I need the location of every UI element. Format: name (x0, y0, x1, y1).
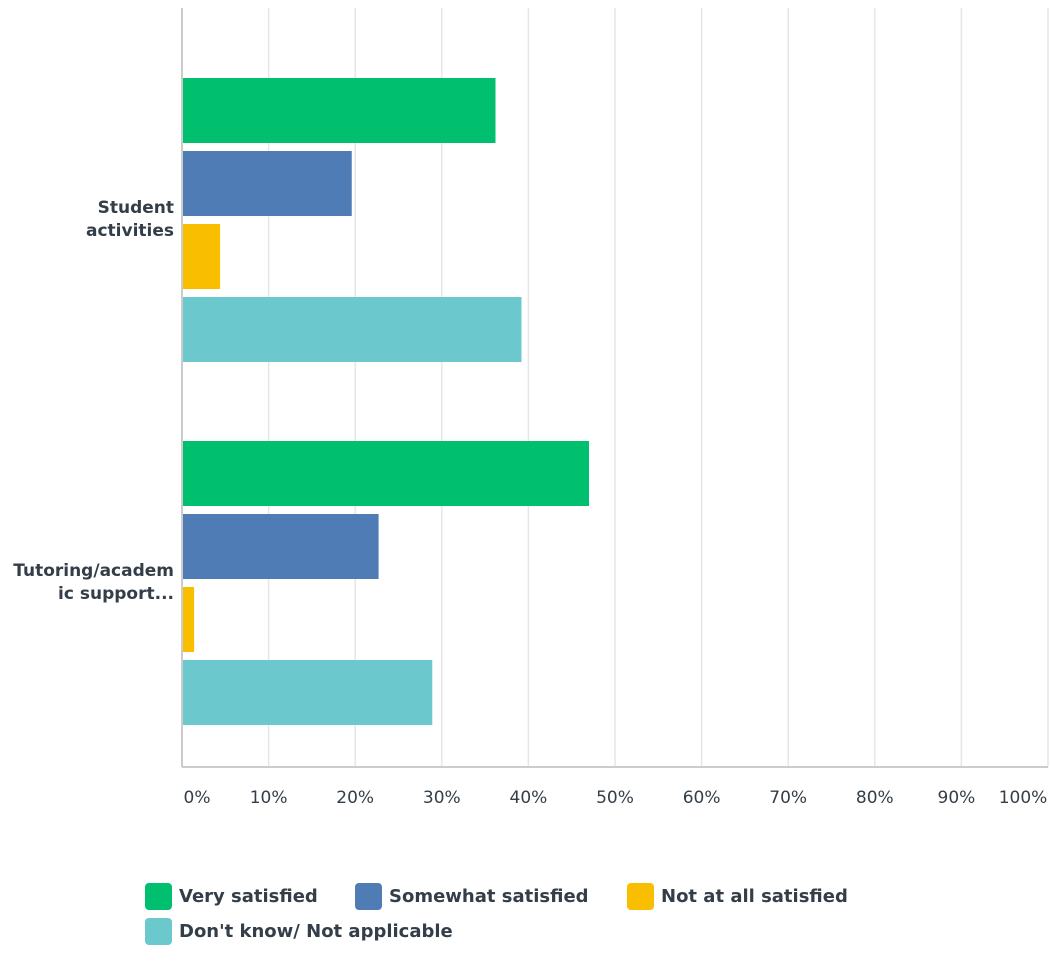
legend-item: Don't know/ Not applicable (145, 918, 453, 945)
legend-label: Very satisfied (179, 886, 318, 907)
bar (182, 441, 590, 506)
x-tick-label: 10% (250, 788, 288, 808)
bar (182, 514, 379, 579)
category-label: Tutoring/academ ic support... (13, 561, 174, 604)
legend-item: Not at all satisfied (627, 883, 848, 910)
category-label: Student activities (85, 198, 174, 241)
legend-item: Somewhat satisfied (355, 883, 589, 910)
bar (182, 224, 221, 289)
bars (182, 78, 590, 725)
legend-swatch (145, 918, 172, 945)
bar (182, 587, 195, 652)
legend-swatch (145, 883, 172, 910)
legend-label: Don't know/ Not applicable (179, 921, 453, 942)
x-tick-label: 70% (769, 788, 807, 808)
x-tick-label: 80% (856, 788, 894, 808)
x-tick-label: 0% (184, 788, 211, 808)
x-tick-label: 60% (683, 788, 721, 808)
legend-label: Somewhat satisfied (389, 886, 589, 907)
x-tick-label: 90% (938, 788, 976, 808)
legend-item: Very satisfied (145, 883, 318, 910)
bar (182, 78, 496, 143)
axes (181, 8, 1048, 768)
x-tick-label: 100% (999, 788, 1048, 808)
x-tick-labels: 0% 10% 20% 30% 40% 50% 60% 70% 80% 90% 100% (184, 788, 1048, 808)
legend-label: Not at all satisfied (661, 886, 848, 907)
x-tick-label: 40% (510, 788, 548, 808)
x-tick-label: 30% (423, 788, 461, 808)
bar (182, 660, 433, 725)
x-tick-label: 20% (336, 788, 374, 808)
x-tick-label: 50% (596, 788, 634, 808)
bar (182, 297, 522, 362)
bar (182, 151, 352, 216)
legend-swatch (355, 883, 382, 910)
legend-swatch (627, 883, 654, 910)
